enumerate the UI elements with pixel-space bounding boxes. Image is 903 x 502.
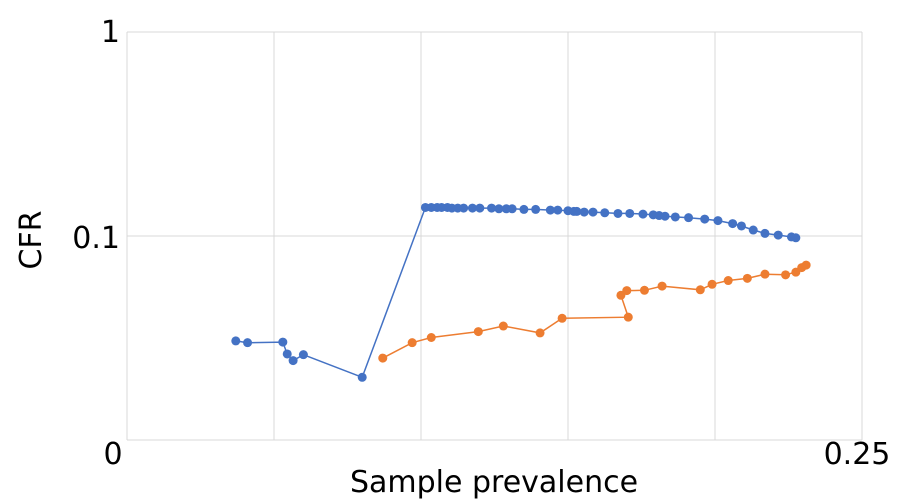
data-point [684,213,694,223]
data-point [473,327,483,337]
data-point [623,312,633,322]
data-point [282,349,292,359]
series-2 [378,260,811,363]
data-point [475,203,485,213]
data-point [791,233,801,243]
data-point [657,281,667,291]
series-line [235,206,797,379]
data-point [728,219,738,229]
series-line [382,264,807,359]
data-point [801,260,811,270]
axes [126,32,862,441]
data-point [600,208,610,218]
x-tick-label: 0.25 [824,437,891,472]
data-point [553,205,563,215]
data-point [707,279,717,289]
data-point [639,285,649,295]
data-point [278,337,288,347]
data-point [700,214,710,224]
data-point [736,221,746,231]
data-point [781,270,791,280]
data-point [298,350,308,360]
data-point [545,205,555,215]
data-point [660,211,670,221]
data-point [579,207,589,217]
data-point [459,203,469,213]
series-1 [231,202,801,382]
data-point [243,338,253,348]
data-point [407,338,417,348]
data-point [426,333,436,343]
data-point [535,328,545,338]
data-point [670,212,680,222]
data-point [723,276,733,286]
data-point [557,313,567,323]
y-tick-label: 0.1 [72,221,120,256]
data-point [507,204,517,214]
data-point [638,209,648,219]
data-point [357,372,367,382]
labels: 1 0.1 0 0.25 Sample prevalence CFR [14,15,890,500]
data-point [695,285,705,295]
y-tick-label: 1 [101,15,120,50]
data-point [773,230,783,240]
data-point [588,207,598,217]
data-point [625,208,635,218]
data-point [713,216,723,226]
data-point [742,273,752,283]
data-point [288,356,298,366]
data-point [622,286,632,296]
data-point [531,204,541,214]
data-point [498,321,508,331]
data-point [487,203,497,213]
data-point [467,203,477,213]
x-axis-title: Sample prevalence [350,465,638,500]
data-point [231,336,241,346]
y-axis-title: CFR [14,210,49,269]
series-layer [231,202,811,382]
data-point [760,269,770,279]
data-point [760,228,770,238]
data-point [519,204,529,214]
data-point [572,206,582,216]
x-tick-label: 0 [103,437,122,472]
grid-lines [127,31,863,440]
data-point [494,204,504,214]
data-point [748,225,758,235]
data-point [613,208,623,218]
data-point [378,353,388,363]
